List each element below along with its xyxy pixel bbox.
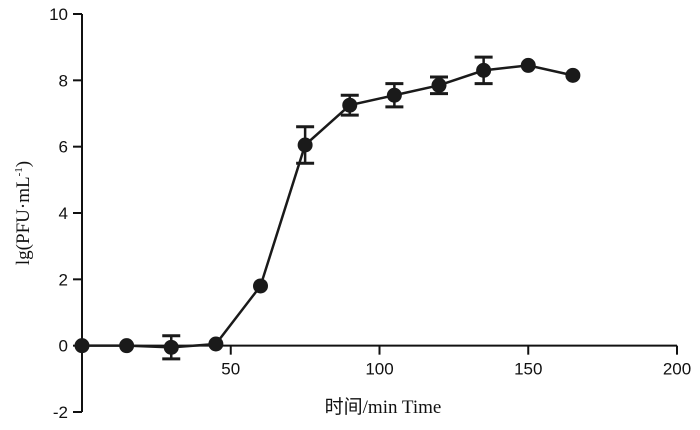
x-tick-label: 150 — [514, 360, 542, 379]
data-point — [119, 338, 135, 354]
y-axis-title-sup: -1 — [13, 167, 25, 176]
data-point — [476, 62, 492, 78]
x-tick-label: 100 — [365, 360, 393, 379]
data-point — [520, 57, 536, 73]
y-tick-label: 2 — [59, 270, 68, 289]
y-tick-label: -2 — [53, 403, 68, 422]
data-point — [386, 87, 402, 103]
data-point — [297, 137, 313, 153]
y-tick-label: 4 — [59, 204, 68, 223]
data-point — [208, 336, 224, 352]
y-axis-title: lg(PFU·mL-1) — [13, 161, 34, 265]
data-point — [74, 338, 90, 354]
y-ticks: -2 0 2 4 6 8 10 — [49, 5, 82, 422]
series-layer — [74, 55, 581, 361]
y-tick-label: 10 — [49, 5, 68, 24]
y-tick-label: 6 — [59, 138, 68, 157]
data-point — [565, 67, 581, 83]
series-line — [82, 64, 574, 349]
y-tick-label: 0 — [59, 337, 68, 356]
y-axis-title-main: lg(PFU·mL — [13, 176, 34, 265]
data-point — [431, 77, 447, 93]
x-ticks: 50 100 150 200 — [221, 345, 691, 379]
data-point — [253, 278, 268, 294]
x-tick-label: 200 — [663, 360, 691, 379]
data-point — [342, 97, 358, 113]
y-tick-label: 8 — [59, 71, 68, 90]
data-point — [163, 339, 179, 355]
y-axis-title-close: ) — [13, 161, 34, 167]
x-tick-label: 50 — [221, 360, 240, 379]
x-axis-title: 时间/min Time — [325, 396, 442, 418]
